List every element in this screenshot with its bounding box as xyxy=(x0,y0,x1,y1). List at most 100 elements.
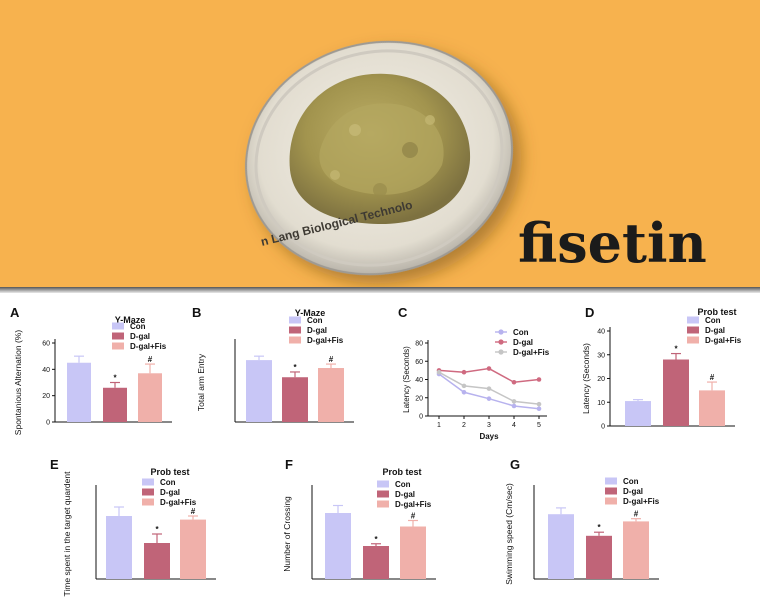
panel-d-legend-swatch-2 xyxy=(687,336,699,344)
panel-g-legend-label-2: D-gal+Fis xyxy=(623,497,660,506)
panel-a-bar-2 xyxy=(138,373,162,422)
panel-f-legend-label-1: D-gal xyxy=(395,490,415,499)
panel-g-legend-swatch-2 xyxy=(605,497,617,505)
panel-c-legend-marker-2 xyxy=(498,349,504,355)
panel-f-y-label: Number of Crossing xyxy=(282,496,292,572)
panel-label-c: C xyxy=(398,305,408,320)
panel-a-legend-label-1: D-gal xyxy=(130,332,150,341)
figure-svg: A B C D E F G 0204060*#Y-MazeConD-galD-g… xyxy=(10,305,742,597)
panel-a-title: Y-Maze xyxy=(115,315,146,325)
panel-f-legend-label-2: D-gal+Fis xyxy=(395,500,432,509)
banner-title: fisetin xyxy=(518,211,707,275)
panel-e-bar-1 xyxy=(144,543,170,579)
panel-e-bar-2 xyxy=(180,519,206,579)
panel-g-significance-2: # xyxy=(634,510,639,519)
panel-c-y-tick-label-4: 80 xyxy=(415,341,423,348)
panel-d-legend-swatch-1 xyxy=(687,326,699,334)
panel-f-bar-0 xyxy=(325,513,351,579)
panel-c-legend-marker-0 xyxy=(498,329,504,335)
panel-b-significance-1: * xyxy=(293,363,297,372)
panel-a-y-label: Spontanious Alternation (%) xyxy=(13,330,23,436)
panel-c-x-tick-label-3: 4 xyxy=(512,422,516,429)
panel-c-point-0-1 xyxy=(461,389,467,395)
panel-e-significance-1: * xyxy=(155,525,159,534)
panel-c-y-tick-label-2: 40 xyxy=(415,377,423,384)
panel-a-y-tick-label-0: 0 xyxy=(46,420,50,427)
panel-label-g: G xyxy=(510,457,520,472)
panel-d-legend-swatch-0 xyxy=(687,316,699,324)
panel-b-legend-swatch-0 xyxy=(289,316,301,324)
panel-e-legend-swatch-2 xyxy=(142,498,154,506)
panel-d-bar-2 xyxy=(699,390,725,426)
panel-d-bar-0 xyxy=(625,401,651,426)
panel-b-legend-label-0: Con xyxy=(307,316,323,325)
panel-e-legend-swatch-0 xyxy=(142,478,154,486)
panel-a-significance-2: # xyxy=(148,355,153,364)
panel-f-title: Prob test xyxy=(382,467,421,477)
panel-g-legend-label-1: D-gal xyxy=(623,487,643,496)
panel-e-legend-label-1: D-gal xyxy=(160,488,180,497)
panel-c-y-tick-label-3: 60 xyxy=(415,359,423,366)
panel-c-point-2-1 xyxy=(461,383,467,389)
panel-d-legend-label-1: D-gal xyxy=(705,326,725,335)
panel-label-b: B xyxy=(192,305,201,320)
panel-c-y-label: Latency (Seconds) xyxy=(402,346,411,413)
panel-label-a: A xyxy=(10,305,20,320)
panel-g-y-label: Swimming speed (Cm/sec) xyxy=(504,483,514,585)
panel-c-x-label: Days xyxy=(479,432,499,441)
panel-label-f: F xyxy=(285,457,293,472)
panel-e-legend-label-2: D-gal+Fis xyxy=(160,498,197,507)
panel-b-legend-swatch-2 xyxy=(289,336,301,344)
panel-f-significance-1: * xyxy=(374,535,378,544)
panel-c-x-tick-label-4: 5 xyxy=(537,422,541,429)
panel-f-legend-swatch-1 xyxy=(377,490,389,498)
panel-c-series-line-0 xyxy=(438,373,540,410)
panel-c-point-0-3 xyxy=(511,403,517,409)
panel-c-point-2-0 xyxy=(436,369,442,375)
panel-c-y-tick-label-1: 20 xyxy=(415,395,423,402)
panel-c-legend-label-1: D-gal xyxy=(513,338,533,347)
panel-a-y-tick-label-3: 60 xyxy=(42,341,50,348)
panel-f-significance-2: # xyxy=(411,512,416,521)
panel-e-y-label: Time spent in the target quardent xyxy=(62,471,72,597)
panel-e-bar-0 xyxy=(106,516,132,579)
figure-panels: A B C D E F G 0 20 40 60 * # Y-Maze Con D-gal D-g… xyxy=(0,293,760,600)
panel-f-bar-1 xyxy=(363,546,389,579)
panel-d-y-tick-label-4: 40 xyxy=(597,329,605,336)
panel-b-bar-1 xyxy=(282,377,308,422)
panel-a-bar-1 xyxy=(103,387,127,422)
panel-c-point-1-3 xyxy=(511,379,517,385)
panel-g-legend-label-0: Con xyxy=(623,477,639,486)
panel-d-significance-1: * xyxy=(674,345,678,354)
panel-a-legend-label-0: Con xyxy=(130,322,146,331)
panel-b-legend-label-2: D-gal+Fis xyxy=(307,336,344,345)
panel-d-legend-label-0: Con xyxy=(705,316,721,325)
panel-c-point-1-2 xyxy=(486,366,492,371)
panel-c-legend-label-2: D-gal+Fis xyxy=(513,348,550,357)
panel-b-bar-0 xyxy=(246,360,272,422)
panel-e-legend-label-0: Con xyxy=(160,478,176,487)
panel-g-bar-0 xyxy=(548,514,574,579)
panel-a-legend-swatch-0 xyxy=(112,322,124,330)
panel-a-y-tick-label-2: 40 xyxy=(42,367,50,374)
panel-g-legend-swatch-1 xyxy=(605,487,617,495)
panel-d-y-tick-label-1: 10 xyxy=(597,400,605,407)
panel-f-legend-swatch-2 xyxy=(377,500,389,508)
panel-b-legend-label-1: D-gal xyxy=(307,326,327,335)
panel-f-legend-swatch-0 xyxy=(377,480,389,488)
panel-d-y-tick-label-2: 20 xyxy=(597,376,605,383)
panel-d-y-label: Latency (Seconds) xyxy=(581,343,591,414)
panel-e-legend-swatch-1 xyxy=(142,488,154,496)
fisetin-powder xyxy=(289,73,471,225)
panel-b-legend-swatch-1 xyxy=(289,326,301,334)
panel-d-significance-2: # xyxy=(710,373,715,382)
panel-a-legend-swatch-1 xyxy=(112,332,124,340)
panel-g-legend-swatch-0 xyxy=(605,477,617,485)
panel-e-title: Prob test xyxy=(150,467,189,477)
panel-c-legend-marker-1 xyxy=(498,339,504,345)
panel-a-legend-swatch-2 xyxy=(112,342,124,350)
panel-c-point-1-4 xyxy=(536,377,542,382)
panel-c-x-tick-label-1: 2 xyxy=(462,422,466,429)
panel-d-y-tick-label-3: 30 xyxy=(597,352,605,359)
panel-c-point-1-1 xyxy=(461,369,467,375)
